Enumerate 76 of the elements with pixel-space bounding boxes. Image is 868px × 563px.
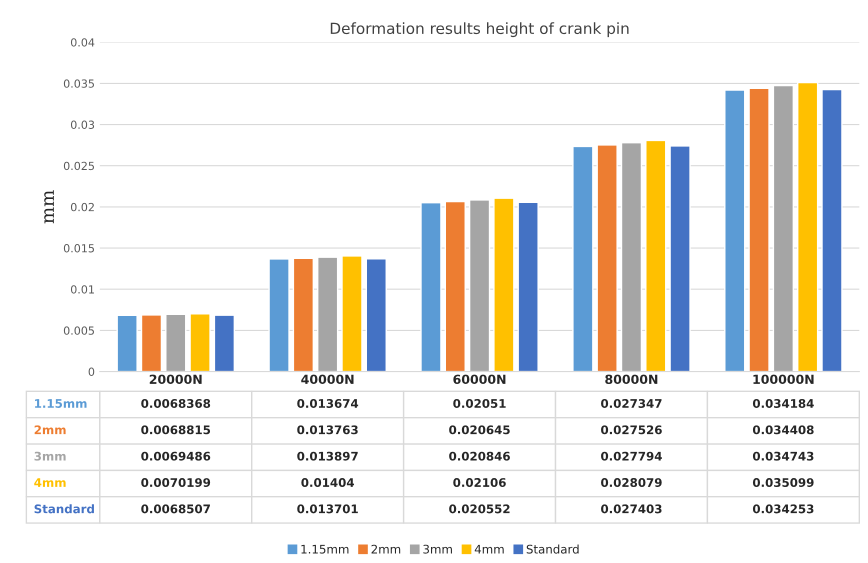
text: 2mm (34, 425, 66, 434)
bar (669, 145, 691, 372)
data-label: 0.013897 (297, 452, 358, 461)
data-label: 0.013674 (297, 399, 358, 408)
bar (620, 142, 642, 372)
y-tick-label: 0 (88, 368, 94, 376)
legend-label: 2mm (372, 544, 400, 554)
data-label: 0.035099 (752, 478, 814, 487)
data-label: 0.0068815 (141, 425, 210, 434)
data-label: 0.0068507 (141, 504, 210, 514)
data-label: 0.0068368 (141, 399, 210, 408)
data-label: 0.020645 (449, 425, 510, 434)
data-label: 0.034743 (752, 452, 814, 461)
data-label: 0.027347 (601, 399, 662, 408)
data-label: 0.0069486 (141, 452, 210, 461)
bar (596, 144, 618, 372)
y-tick-label: 0.03 (70, 120, 94, 129)
y-tick-label: 0.02 (70, 202, 94, 212)
bar (366, 258, 387, 372)
bar (772, 84, 794, 372)
data-label: 0.034408 (752, 425, 814, 434)
bar (420, 202, 442, 372)
data-label: 0.01404 (301, 478, 354, 487)
y-tick-label: 0.025 (64, 162, 94, 170)
bar (165, 314, 186, 372)
x-tick-label: 80000N (605, 374, 658, 384)
text: Standard (34, 504, 94, 514)
bar (797, 82, 818, 372)
bar (189, 313, 211, 372)
data-label: 0.020552 (449, 504, 510, 514)
data-label: 0.02106 (453, 478, 506, 487)
bar (268, 258, 290, 372)
data-label: 0.020846 (449, 452, 510, 461)
bar (572, 146, 594, 372)
x-tick-label: 100000N (753, 374, 814, 384)
data-label: 0.02051 (453, 399, 506, 408)
x-tick-label: 60000N (453, 374, 506, 384)
data-label: 0.0070199 (141, 478, 210, 487)
bar (444, 200, 466, 372)
y-axis-title: mm (44, 190, 54, 224)
bar (724, 89, 746, 372)
data-label: 0.028079 (601, 478, 662, 487)
bar (821, 88, 843, 372)
chart-title: Deformation results height of crank pin (330, 22, 629, 38)
y-tick-label: 0.035 (64, 79, 94, 88)
bar (292, 258, 314, 372)
data-label: 0.034184 (752, 399, 814, 408)
legend-label: Standard (526, 544, 579, 554)
bar (645, 140, 666, 372)
bar (748, 88, 770, 372)
y-tick-label: 0.04 (70, 38, 94, 47)
bar (116, 314, 138, 372)
y-tick-label: 0.01 (70, 285, 94, 294)
data-label: 0.027403 (601, 504, 662, 514)
y-tick-label: 0.015 (64, 244, 94, 252)
data-label: 0.027526 (601, 425, 662, 434)
legend-label: 3mm (423, 544, 452, 554)
legend-label: 4mm (474, 544, 504, 554)
data-label: 0.013763 (297, 425, 358, 434)
bar (341, 255, 363, 372)
data-label: 0.034253 (752, 504, 814, 514)
bar (493, 197, 515, 372)
y-tick-label: 0.005 (64, 326, 94, 335)
bar (518, 202, 539, 372)
bar (140, 314, 162, 372)
text: 1.15mm (35, 399, 87, 408)
data-label: 0.027794 (601, 452, 662, 461)
legend-label: 1.15mm (301, 544, 348, 554)
text: 3mm (34, 452, 66, 461)
text: 4mm (34, 478, 66, 487)
data-label: 0.013701 (297, 504, 358, 514)
bar (214, 314, 236, 372)
bar (317, 256, 338, 372)
x-tick-label: 40000N (301, 374, 354, 384)
x-tick-label: 20000N (150, 374, 202, 384)
bar (468, 199, 490, 372)
